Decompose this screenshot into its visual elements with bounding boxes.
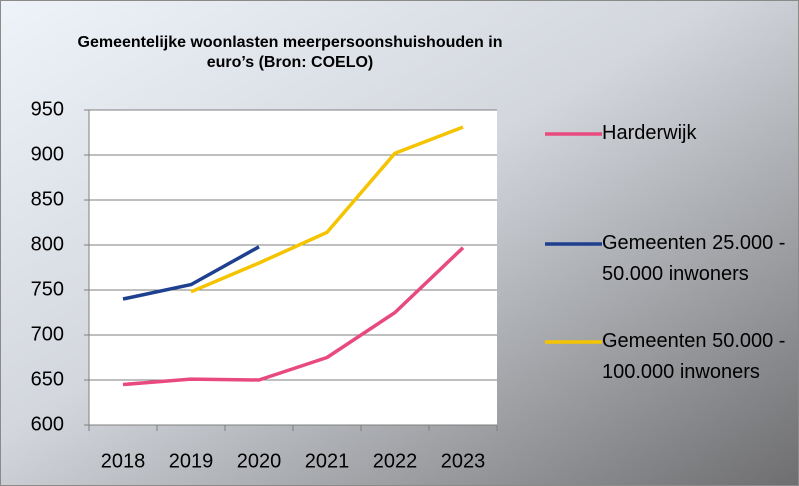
x-tick-label: 2020 (237, 450, 282, 472)
y-tick-label: 600 (31, 413, 64, 435)
legend-label: Gemeenten 50.000 - 100.000 inwoners (602, 330, 786, 383)
legend-label: Harderwijk (602, 122, 697, 144)
chart-title: Gemeentelijke woonlasten meerpersoonshui… (77, 34, 503, 71)
x-tick-label: 2023 (441, 450, 486, 472)
series-line (122, 246, 465, 387)
y-tick-label: 850 (31, 188, 64, 210)
x-tick-label: 2019 (169, 450, 214, 472)
y-tick-label: 700 (31, 323, 64, 345)
y-tick-label: 900 (31, 143, 64, 165)
x-tick-label: 2018 (101, 450, 146, 472)
series-line (122, 245, 260, 301)
y-tick-label: 950 (31, 98, 64, 120)
legend-label: Gemeenten 25.000 - 50.000 inwoners (602, 232, 786, 285)
y-tick-label: 800 (31, 233, 64, 255)
x-tick-label: 2022 (373, 450, 418, 472)
x-tick-label: 2021 (305, 450, 350, 472)
plot-area (89, 110, 497, 425)
y-tick-label: 750 (31, 278, 64, 300)
series-line (190, 125, 464, 294)
y-tick-label: 650 (31, 368, 64, 390)
